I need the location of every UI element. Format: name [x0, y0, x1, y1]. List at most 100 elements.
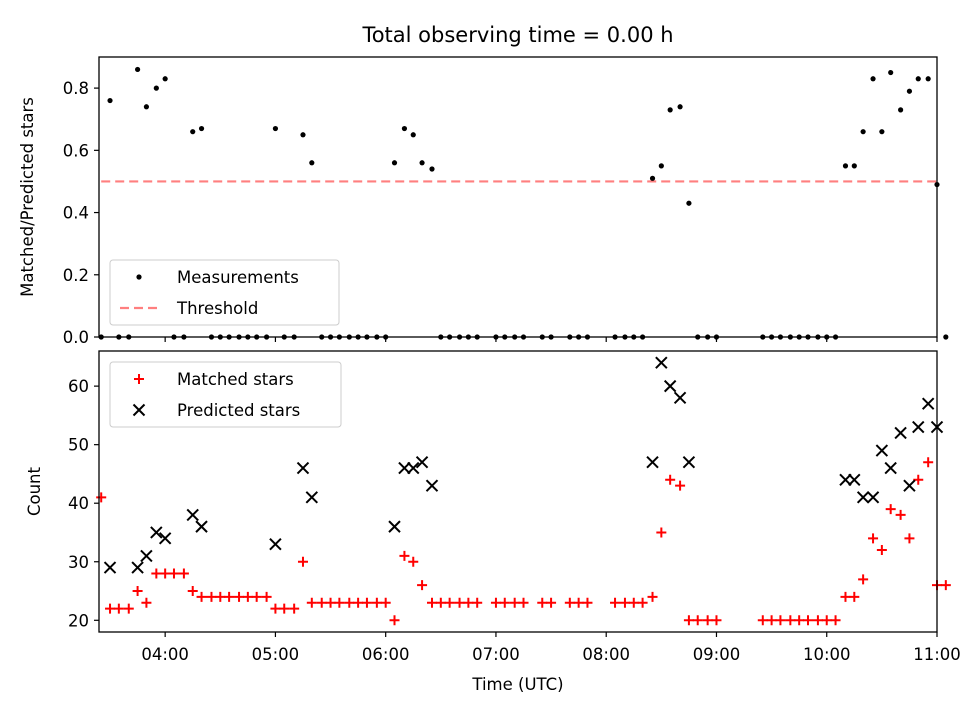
matched-stars-point: [619, 597, 630, 608]
matched-stars-point: [334, 597, 345, 608]
predicted-stars-point: [388, 520, 401, 533]
measurements-point: [429, 166, 435, 172]
predicted-stars-point: [158, 532, 172, 545]
matched-stars-point: [251, 591, 262, 602]
matched-stars-point: [692, 615, 703, 626]
measurements-point: [649, 175, 656, 181]
measurements-point: [667, 107, 673, 113]
matched-stars-point: [435, 597, 446, 608]
predicted-stars-point: [894, 426, 907, 440]
matched-stars-point: [665, 474, 676, 485]
y-tick-label: 0.4: [63, 204, 89, 223]
predicted-stars-point: [103, 561, 117, 574]
measurements-point: [143, 104, 150, 110]
matched-stars-point: [858, 574, 869, 585]
matched-stars-point: [923, 457, 934, 468]
measurements-point: [870, 76, 876, 82]
matched-stars-point: [868, 533, 879, 544]
matched-stars-point: [234, 591, 245, 602]
measurements-point: [401, 125, 408, 132]
legend-predicted-stars-label: Predicted stars: [177, 401, 300, 420]
predicted-stars-point: [663, 379, 677, 393]
chart-title: Total observing time = 0.00 h: [361, 23, 673, 47]
predicted-stars-point: [673, 391, 687, 405]
measurements-point: [658, 163, 664, 169]
matched-stars-point: [196, 591, 207, 602]
matched-stars-point: [895, 509, 906, 520]
top-panel-ratio-plot: 0.0 0.2 0.4 0.6 0.8 Matched/Predicted stars Me…: [18, 56, 949, 347]
matched-stars-point: [353, 597, 364, 608]
matched-stars-point: [802, 615, 813, 626]
matched-stars-point: [702, 615, 713, 626]
matched-stars-point: [316, 597, 327, 608]
measurements-point: [943, 334, 949, 340]
measurements-point: [391, 160, 398, 166]
measurements-point: [309, 160, 315, 166]
measurements-point: [162, 76, 168, 82]
matched-stars-point: [325, 597, 336, 608]
x-axis-label: Time (UTC): [471, 675, 563, 694]
matched-stars-point: [675, 480, 686, 491]
y-tick-label: 0.0: [63, 328, 89, 347]
x-tick-label: 08:00: [582, 645, 630, 664]
legend-box: [109, 361, 342, 428]
matched-stars-point: [518, 597, 529, 608]
predicted-stars-point: [839, 473, 852, 486]
matched-stars-point: [546, 597, 557, 608]
matched-stars-point: [408, 556, 419, 567]
plot-frame: [98, 350, 938, 633]
matched-stars-point: [224, 591, 235, 602]
predicted-stars-point: [398, 461, 411, 475]
measurements-point: [879, 129, 885, 135]
legend-predicted-stars-swatch: [132, 403, 146, 417]
matched-stars-point: [187, 586, 198, 597]
y-tick-label: 30: [68, 553, 89, 572]
matched-stars-point: [904, 533, 915, 544]
matched-stars-point: [509, 597, 520, 608]
predicted-stars-point: [425, 479, 439, 492]
matched-stars-point: [628, 597, 639, 608]
matched-stars-point: [785, 615, 796, 626]
predicted-stars-point: [186, 508, 199, 522]
x-tick-label: 11:00: [913, 645, 960, 664]
predicted-stars-point: [296, 461, 310, 475]
matched-stars-point: [141, 597, 152, 608]
measurements-point: [915, 76, 921, 82]
measurements-point: [153, 85, 159, 91]
matched-stars-point: [573, 597, 584, 608]
y-tick-label: 0.2: [63, 266, 89, 285]
measurements-point: [860, 129, 866, 135]
matched-stars-point: [206, 591, 217, 602]
matched-stars-point: [499, 597, 510, 608]
predicted-stars-point: [912, 420, 925, 434]
predicted-stars-point: [856, 491, 870, 504]
x-tick-label: 09:00: [693, 645, 741, 664]
matched-stars-point: [472, 597, 483, 608]
matched-stars-point: [647, 591, 658, 602]
matched-stars-point: [463, 597, 474, 608]
x-tick-label: 06:00: [362, 645, 410, 664]
matched-stars-point: [417, 580, 428, 591]
matched-stars-point: [132, 586, 143, 597]
y-axis-label: Count: [25, 466, 44, 516]
matched-stars-point: [96, 492, 107, 503]
matched-stars-point: [913, 474, 924, 485]
matched-stars-point: [766, 615, 777, 626]
matched-stars-point: [444, 597, 455, 608]
measurements-point: [410, 132, 416, 138]
x-tick-label: 05:00: [252, 645, 300, 664]
matched-stars-point: [711, 615, 722, 626]
y-tick-label: 60: [68, 377, 89, 396]
matched-stars-point: [399, 550, 410, 561]
matched-stars-point: [940, 580, 951, 591]
matched-stars-point: [306, 597, 317, 608]
predicted-stars-point: [682, 456, 696, 469]
predicted-stars-point: [884, 461, 897, 475]
predicted-stars-point: [921, 397, 935, 410]
matched-stars-point: [490, 597, 501, 608]
predicted-stars-point: [848, 473, 861, 486]
matched-stars-point: [794, 615, 805, 626]
matched-stars-point: [537, 597, 548, 608]
x-tick-label: 07:00: [472, 645, 520, 664]
predicted-stars-point: [150, 526, 163, 539]
